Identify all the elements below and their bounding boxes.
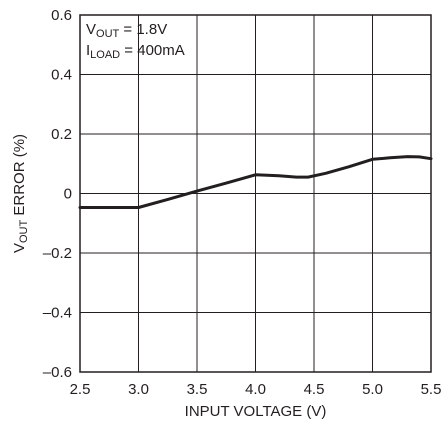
y-tick-label: –0.4 bbox=[43, 305, 72, 322]
grid bbox=[80, 15, 431, 372]
y-axis-title: VOUT ERROR (%) bbox=[11, 134, 30, 253]
x-tick-label: 4.0 bbox=[245, 381, 266, 398]
y-tick-label: 0.6 bbox=[51, 7, 72, 24]
y-tick-label: –0.2 bbox=[43, 245, 72, 262]
x-tick-label: 5.5 bbox=[421, 381, 441, 398]
y-tick-label: –0.6 bbox=[43, 364, 72, 381]
x-tick-labels: 2.5 3.0 3.5 4.0 4.5 5.0 5.5 bbox=[70, 381, 441, 398]
x-axis-title: INPUT VOLTAGE (V) bbox=[185, 403, 327, 420]
annotation-vout-rest: = 1.8V bbox=[119, 21, 167, 38]
annotation-iload-rest: = 400mA bbox=[120, 42, 185, 59]
annotation-iload-main: I bbox=[86, 42, 90, 59]
x-tick-label: 5.0 bbox=[362, 381, 383, 398]
annotation-iload: ILOAD = 400mA bbox=[86, 42, 185, 61]
series-group bbox=[78, 155, 433, 209]
annotation-vout: VOUT = 1.8V bbox=[86, 21, 167, 40]
y-axis-title-main: V bbox=[11, 243, 28, 253]
y-tick-label: 0.4 bbox=[51, 67, 72, 84]
annotation-vout-main: V bbox=[86, 21, 96, 38]
y-axis-title-rest: ERROR (%) bbox=[11, 134, 28, 220]
y-tick-labels: 0.6 0.4 0.2 0 –0.2 –0.4 –0.6 bbox=[43, 7, 72, 381]
x-tick-label: 2.5 bbox=[70, 381, 91, 398]
y-tick-label: 0 bbox=[64, 186, 72, 203]
y-tick-label: 0.2 bbox=[51, 126, 72, 143]
x-tick-label: 3.5 bbox=[187, 381, 208, 398]
x-tick-label: 4.5 bbox=[304, 381, 325, 398]
y-axis-title-subscript: OUT bbox=[18, 220, 30, 244]
annotation-vout-subscript: OUT bbox=[96, 28, 120, 40]
series-line bbox=[78, 155, 433, 209]
x-tick-label: 3.0 bbox=[128, 381, 149, 398]
annotation-iload-subscript: LOAD bbox=[90, 49, 120, 61]
plot-frame bbox=[79, 14, 432, 373]
